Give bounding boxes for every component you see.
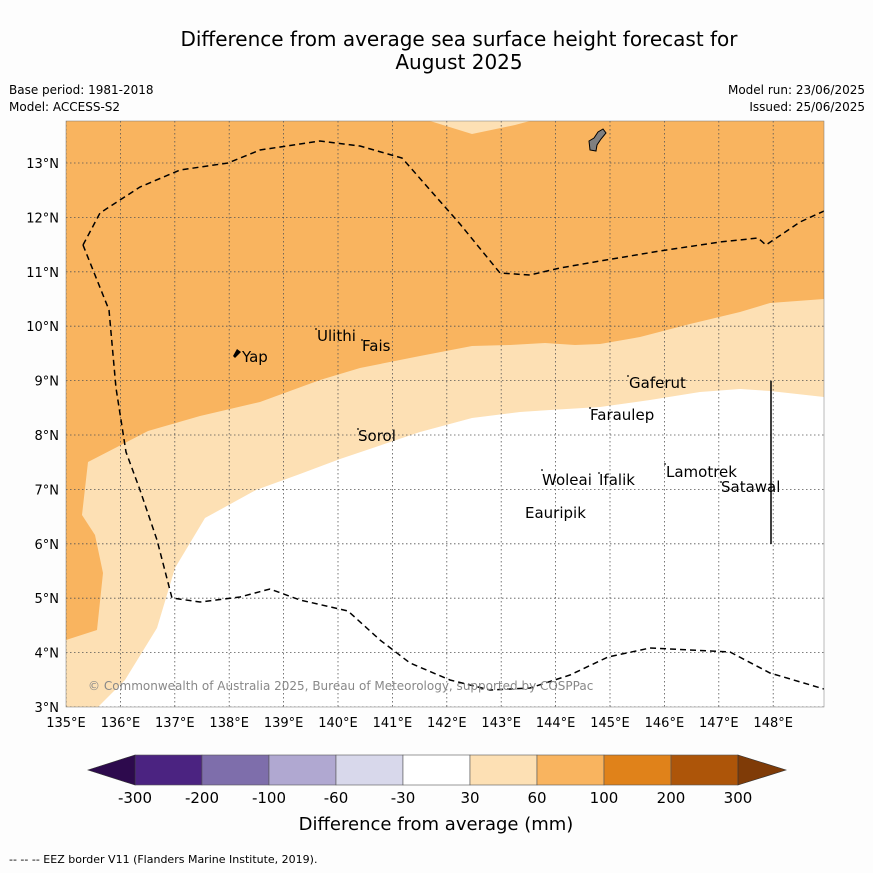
meta-right: Model run: 23/06/2025 Issued: 25/06/2025 <box>728 82 865 116</box>
colorbar-tick-label: 200 <box>657 789 686 807</box>
place-label: Satawal <box>721 478 780 496</box>
colorbar <box>87 754 788 786</box>
lat-tick-label: 11°N <box>26 266 59 281</box>
colorbar-tick-label: -60 <box>324 789 349 807</box>
colorbar-tick-label: -100 <box>252 789 286 807</box>
chart-title: Difference from average sea surface heig… <box>0 28 873 74</box>
lat-tick-label: 4°N <box>35 647 60 662</box>
lon-tick-label: 136°E <box>101 716 141 731</box>
eez-border-north <box>82 140 824 276</box>
colorbar-tick-labels: -300 -200 -100 -60 -30 30 60 100 200 300 <box>118 789 752 807</box>
atoll-marker <box>598 472 600 474</box>
colorbar-segment <box>603 754 672 786</box>
title-line-1: Difference from average sea surface heig… <box>180 27 738 51</box>
place-label: Gaferut <box>629 374 686 392</box>
issued-date: Issued: 25/06/2025 <box>749 100 865 114</box>
guam-island <box>588 128 607 152</box>
lon-tick-label: 142°E <box>427 716 467 731</box>
atoll-marker <box>589 407 591 409</box>
lon-tick-label: 139°E <box>264 716 304 731</box>
place-label: Sorol <box>358 427 396 445</box>
colorbar-label: Difference from average (mm) <box>299 814 574 835</box>
colorbar-tick-label: 60 <box>527 789 546 807</box>
lon-tick-label: 148°E <box>753 716 793 731</box>
meta-left: Base period: 1981-2018 Model: ACCESS-S2 <box>9 82 154 116</box>
longitude-labels: 135°E 136°E 137°E 138°E 139°E 140°E 141°E 142°E… <box>46 716 793 731</box>
band-30-60-top <box>430 121 530 134</box>
colorbar-under-arrow <box>87 754 136 786</box>
lat-tick-label: 9°N <box>35 375 60 390</box>
latitude-labels: 3°N 4°N 5°N 6°N 7°N 8°N 9°N 10°N 11°N 12°N 13°N <box>26 157 59 716</box>
band-neutral <box>98 389 824 707</box>
copyright-text: © Commonwealth of Australia 2025, Bureau… <box>88 679 593 693</box>
colorbar-over-arrow <box>737 754 788 786</box>
eez-legend: -- -- -- EEZ border V11 (Flanders Marine… <box>9 853 318 866</box>
lat-tick-label: 5°N <box>35 592 60 607</box>
place-label: Eauripik <box>525 504 586 522</box>
lat-tick-label: 13°N <box>26 157 59 172</box>
lat-tick-label: 6°N <box>35 538 60 553</box>
base-period: Base period: 1981-2018 <box>9 83 154 97</box>
atoll-marker <box>664 463 666 465</box>
colorbar-segment <box>469 754 538 786</box>
place-label: Ulithi <box>317 327 356 345</box>
place-label: Yap <box>241 348 268 366</box>
colorbar-segment <box>670 754 739 786</box>
lon-tick-label: 144°E <box>536 716 576 731</box>
lat-tick-label: 7°N <box>35 483 60 498</box>
atoll-marker <box>720 481 722 483</box>
atoll-marker <box>541 469 543 471</box>
lon-tick-label: 135°E <box>46 716 86 731</box>
atoll-marker <box>315 328 317 330</box>
colorbar-tick-label: -300 <box>118 789 152 807</box>
lon-tick-label: 146°E <box>645 716 685 731</box>
lon-tick-label: 138°E <box>209 716 249 731</box>
graticule <box>66 121 824 707</box>
map-frame <box>65 120 825 708</box>
colorbar-segment <box>201 754 270 786</box>
place-label: Lamotrek <box>666 463 737 481</box>
place-label: Fais <box>362 337 391 355</box>
colorbar-tick-label: 30 <box>460 789 479 807</box>
yap-island <box>233 349 241 358</box>
lon-tick-label: 140°E <box>318 716 358 731</box>
lon-tick-label: 147°E <box>699 716 739 731</box>
lat-tick-label: 3°N <box>35 701 60 716</box>
colorbar-tick-label: 300 <box>724 789 753 807</box>
colorbar-tick-label: -200 <box>185 789 219 807</box>
lon-tick-label: 143°E <box>481 716 521 731</box>
colorbar-tick-label: -30 <box>391 789 416 807</box>
map-plot-area: Yap Ulithi Fais Gaferut Faraulep Sorol Woleai I… <box>66 121 824 707</box>
lon-tick-label: 145°E <box>590 716 630 731</box>
colorbar-segment <box>402 754 471 786</box>
colorbar-segment <box>134 754 203 786</box>
lat-tick-label: 12°N <box>26 211 59 226</box>
atoll-marker <box>627 375 629 377</box>
atoll-marker <box>361 339 363 341</box>
colorbar-segment <box>335 754 404 786</box>
title-line-2: August 2025 <box>395 50 523 74</box>
colorbar-segment <box>536 754 605 786</box>
model-run: Model run: 23/06/2025 <box>727 83 865 97</box>
place-label: Ifalik <box>599 471 635 489</box>
atoll-marker <box>357 428 359 430</box>
colorbar-segment <box>268 754 337 786</box>
place-label: Woleai <box>542 471 592 489</box>
lat-tick-label: 8°N <box>35 429 60 444</box>
place-labels: Yap Ulithi Fais Gaferut Faraulep Sorol Woleai I… <box>241 327 780 522</box>
colorbar-tick-label: 100 <box>590 789 619 807</box>
lat-tick-label: 10°N <box>26 320 59 335</box>
atoll-markers <box>315 328 722 483</box>
place-label: Faraulep <box>590 406 654 424</box>
lon-tick-label: 137°E <box>155 716 195 731</box>
model-name: Model: ACCESS-S2 <box>9 100 121 114</box>
lon-tick-label: 141°E <box>373 716 413 731</box>
